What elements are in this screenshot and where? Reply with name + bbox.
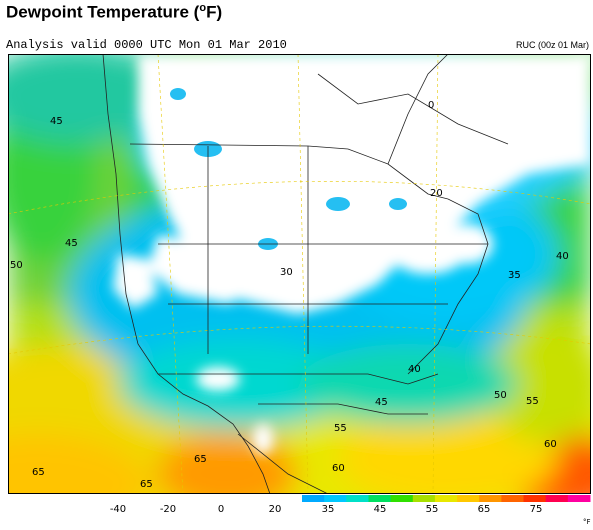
contour-label: 35 xyxy=(508,270,521,281)
colorbar-swatches xyxy=(302,495,591,502)
contour-label: 50 xyxy=(10,260,23,271)
colorbar-tick-label: 35 xyxy=(322,504,335,515)
contour-label: 65 xyxy=(140,479,153,490)
dewpoint-map: 45 45 50 0 20 30 35 40 40 45 50 55 55 60… xyxy=(8,54,591,494)
colorbar-ticks: -40 -20 0 20 35 45 55 65 75 xyxy=(110,504,543,515)
colorbar-tick-label: 65 xyxy=(478,504,491,515)
contour-label: 60 xyxy=(332,463,345,474)
contour-label: 50 xyxy=(494,390,507,401)
colorbar-swatch xyxy=(479,495,502,502)
colorbar-swatch xyxy=(412,495,436,502)
colorbar-tick-label: 75 xyxy=(530,504,543,515)
contour-label: 55 xyxy=(526,396,539,407)
political-boundaries xyxy=(102,54,509,494)
contour-label: 55 xyxy=(334,423,347,434)
contour-label: 40 xyxy=(408,364,421,375)
lat-lon-grid xyxy=(8,54,591,494)
colorbar-tick-label: 0 xyxy=(218,504,224,515)
colorbar-swatch xyxy=(501,495,525,502)
colorbar-swatch xyxy=(346,495,369,502)
contour-label: 65 xyxy=(194,454,207,465)
map-title-text: Dewpoint Temperature ( xyxy=(6,2,200,22)
colorbar-swatch xyxy=(545,495,569,502)
contour-label: 60 xyxy=(544,439,557,450)
colorbar-tick-label: -20 xyxy=(160,504,176,515)
contour-labels: 45 45 50 0 20 30 35 40 40 45 50 55 55 60… xyxy=(10,100,569,490)
map-title-degree: o xyxy=(199,2,207,14)
map-border xyxy=(8,54,591,494)
contour-label: 30 xyxy=(280,267,293,278)
colorbar-tick-label: 45 xyxy=(374,504,387,515)
contour-label: 0 xyxy=(428,100,434,111)
map-title-unit: F) xyxy=(206,2,223,22)
colorbar-tick-label: -40 xyxy=(110,504,126,515)
contour-label: 65 xyxy=(32,467,45,478)
colorbar-swatch xyxy=(523,495,547,502)
contour-label: 45 xyxy=(375,397,388,408)
colorbar-tick-label: 20 xyxy=(269,504,282,515)
colorbar-swatch xyxy=(390,495,414,502)
model-run-label: RUC (00z 01 Mar) xyxy=(515,40,589,50)
contour-label: 45 xyxy=(65,238,78,249)
map-title: Dewpoint Temperature (oF) xyxy=(6,2,222,23)
colorbar-unit-label: °F xyxy=(583,518,591,526)
colorbar-swatch xyxy=(567,495,591,502)
analysis-valid-time: Analysis valid 0000 UTC Mon 01 Mar 2010 xyxy=(6,38,287,52)
colorbar-swatch xyxy=(368,495,392,502)
contour-label: 40 xyxy=(556,251,569,262)
colorbar-swatch xyxy=(434,495,458,502)
contour-label: 20 xyxy=(430,188,443,199)
contour-label: 45 xyxy=(50,116,63,127)
colorbar-swatch xyxy=(302,495,325,502)
colorbar-swatch xyxy=(457,495,480,502)
colorbar-legend: -40 -20 0 20 35 45 55 65 75 °F xyxy=(110,495,591,526)
colorbar-tick-label: 55 xyxy=(426,504,439,515)
colorbar-swatch xyxy=(324,495,347,502)
